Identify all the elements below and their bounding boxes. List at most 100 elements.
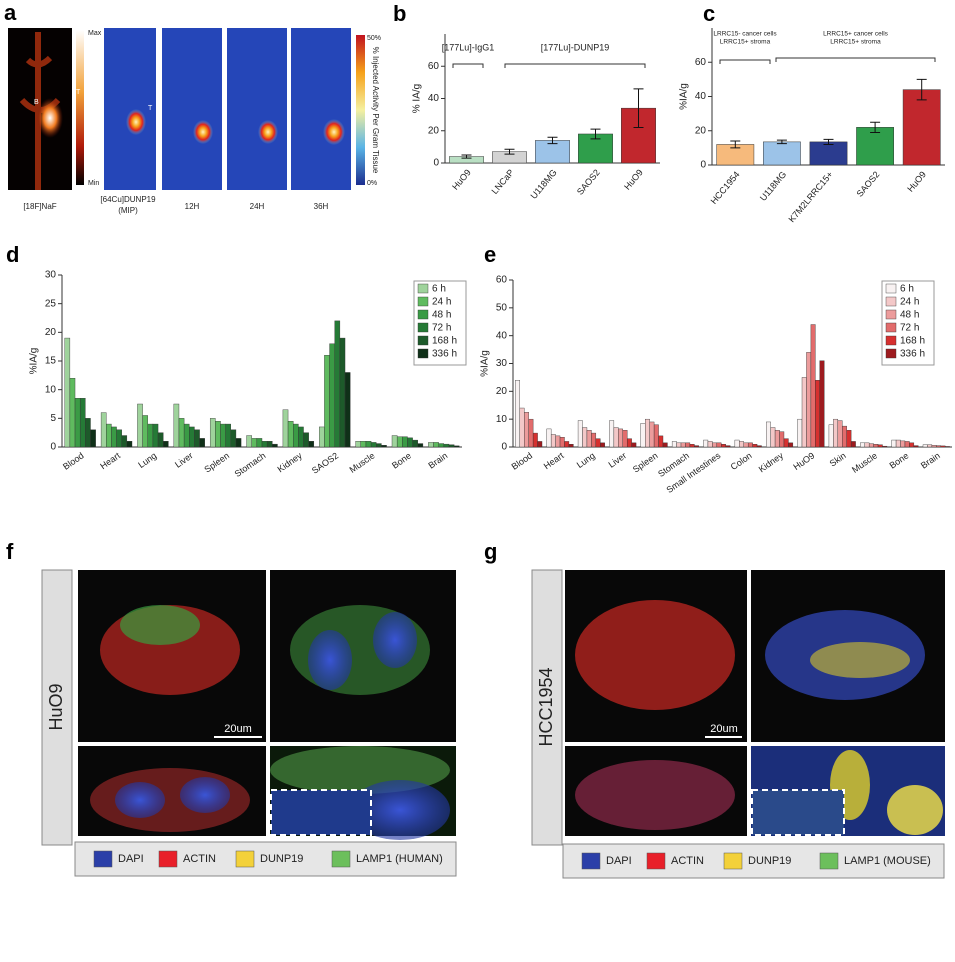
x-tick-label: Brain: [426, 450, 449, 470]
bar: [609, 420, 615, 448]
inset: [751, 789, 845, 836]
bar: [856, 127, 894, 166]
x-tick-label: Muscle: [348, 450, 377, 475]
bar: [653, 424, 659, 448]
nucleus: [373, 612, 417, 668]
colorbar-title: % Injected Activity Per Gram Tissue: [371, 47, 380, 174]
y-tick-label: 30: [45, 270, 57, 281]
bar: [407, 437, 413, 448]
bar: [334, 320, 341, 448]
bar: [251, 438, 258, 448]
y-tick-label: 5: [50, 413, 56, 424]
bar: [640, 423, 646, 448]
annotation: LRRC15- cancer cells: [713, 31, 777, 38]
x-tick-label: Kidney: [276, 450, 305, 474]
error-bar: [730, 140, 741, 149]
x-tick-label: Lung: [136, 450, 158, 470]
bar: [931, 445, 937, 448]
x-tick-label: Small Intestines: [665, 450, 723, 495]
legend-swatch: [819, 852, 839, 870]
error-bar: [823, 138, 834, 145]
legend-swatch: [885, 283, 897, 294]
x-tick-label: Liver: [607, 450, 629, 469]
bar: [272, 443, 278, 448]
error-bar: [916, 78, 927, 101]
error-bar: [461, 154, 472, 159]
bar: [900, 440, 906, 448]
annotation: LRRC15+ stroma: [830, 39, 881, 46]
scale-bar-label: 20um: [710, 723, 738, 735]
x-tick-label: HuO9: [791, 450, 816, 472]
bar: [658, 435, 664, 448]
bar: [433, 442, 439, 448]
legend-swatch: [417, 322, 429, 333]
y-tick-label: 0: [700, 160, 706, 171]
bar: [940, 445, 946, 448]
legend-swatch: [158, 850, 178, 868]
y-tick-label: 0: [433, 158, 439, 169]
bar: [438, 443, 445, 448]
bar: [453, 445, 460, 448]
annotation: [177Lu]-DUNP19: [541, 42, 610, 52]
legend-label: 6 h: [900, 284, 914, 295]
x-tick-label: Skin: [828, 450, 848, 468]
bar: [801, 377, 807, 448]
hot-spot: [126, 109, 146, 135]
bar: [833, 418, 839, 448]
x-tick-label: SAOS2: [310, 450, 340, 475]
bar: [126, 441, 133, 448]
pet-image: [104, 28, 156, 190]
chart: 0 5 10 15 20 25 30 %IA/g Blood Heart Lung Liver Sple…: [29, 270, 467, 479]
bar: [770, 427, 776, 448]
legend-swatch: [723, 852, 743, 870]
bar: [850, 441, 856, 448]
bar: [895, 439, 901, 448]
bar: [846, 430, 852, 448]
x-tick-label: LNCaP: [490, 167, 516, 196]
nucleus: [115, 782, 165, 818]
bar: [402, 436, 408, 448]
y-tick-label: 50: [496, 302, 508, 313]
y-tick-label: 0: [50, 442, 56, 453]
bar: [819, 360, 825, 448]
bar: [183, 423, 190, 448]
image-label: (MIP): [118, 206, 138, 215]
y-tick-label: 25: [45, 298, 57, 309]
bar: [448, 444, 455, 448]
bar: [319, 426, 325, 448]
bar: [577, 420, 583, 448]
bar: [685, 442, 691, 448]
panel-letter: d: [6, 242, 19, 267]
legend-swatch: [235, 850, 255, 868]
bar: [428, 442, 434, 448]
x-tick-label: HCC1954: [709, 169, 742, 206]
pet-image: [291, 28, 351, 190]
bar: [74, 398, 81, 448]
error-bar: [547, 136, 558, 145]
legend-label: 168 h: [432, 336, 457, 347]
bar: [116, 429, 122, 448]
bar: [779, 431, 785, 448]
bar: [417, 443, 424, 448]
bar: [743, 442, 749, 448]
bar: [396, 436, 403, 448]
x-tick-label: Kidney: [757, 450, 786, 474]
bar: [293, 423, 299, 448]
bar: [308, 441, 315, 448]
bar: [568, 444, 574, 448]
y-tick-label: 20: [45, 327, 57, 338]
bar: [532, 432, 538, 448]
bar: [747, 442, 753, 448]
bar: [344, 372, 351, 448]
bar: [837, 420, 843, 448]
y-tick-label: 20: [496, 386, 508, 397]
bar: [618, 428, 623, 448]
legend-swatch: [331, 850, 351, 868]
nucleus: [308, 630, 352, 690]
x-tick-label: SAOS2: [575, 167, 602, 196]
x-tick-label: K7M2LRRC15+: [787, 169, 835, 224]
nucleus: [350, 780, 450, 840]
bar: [815, 380, 820, 448]
bar: [79, 398, 86, 448]
panel-letter: g: [484, 539, 497, 564]
